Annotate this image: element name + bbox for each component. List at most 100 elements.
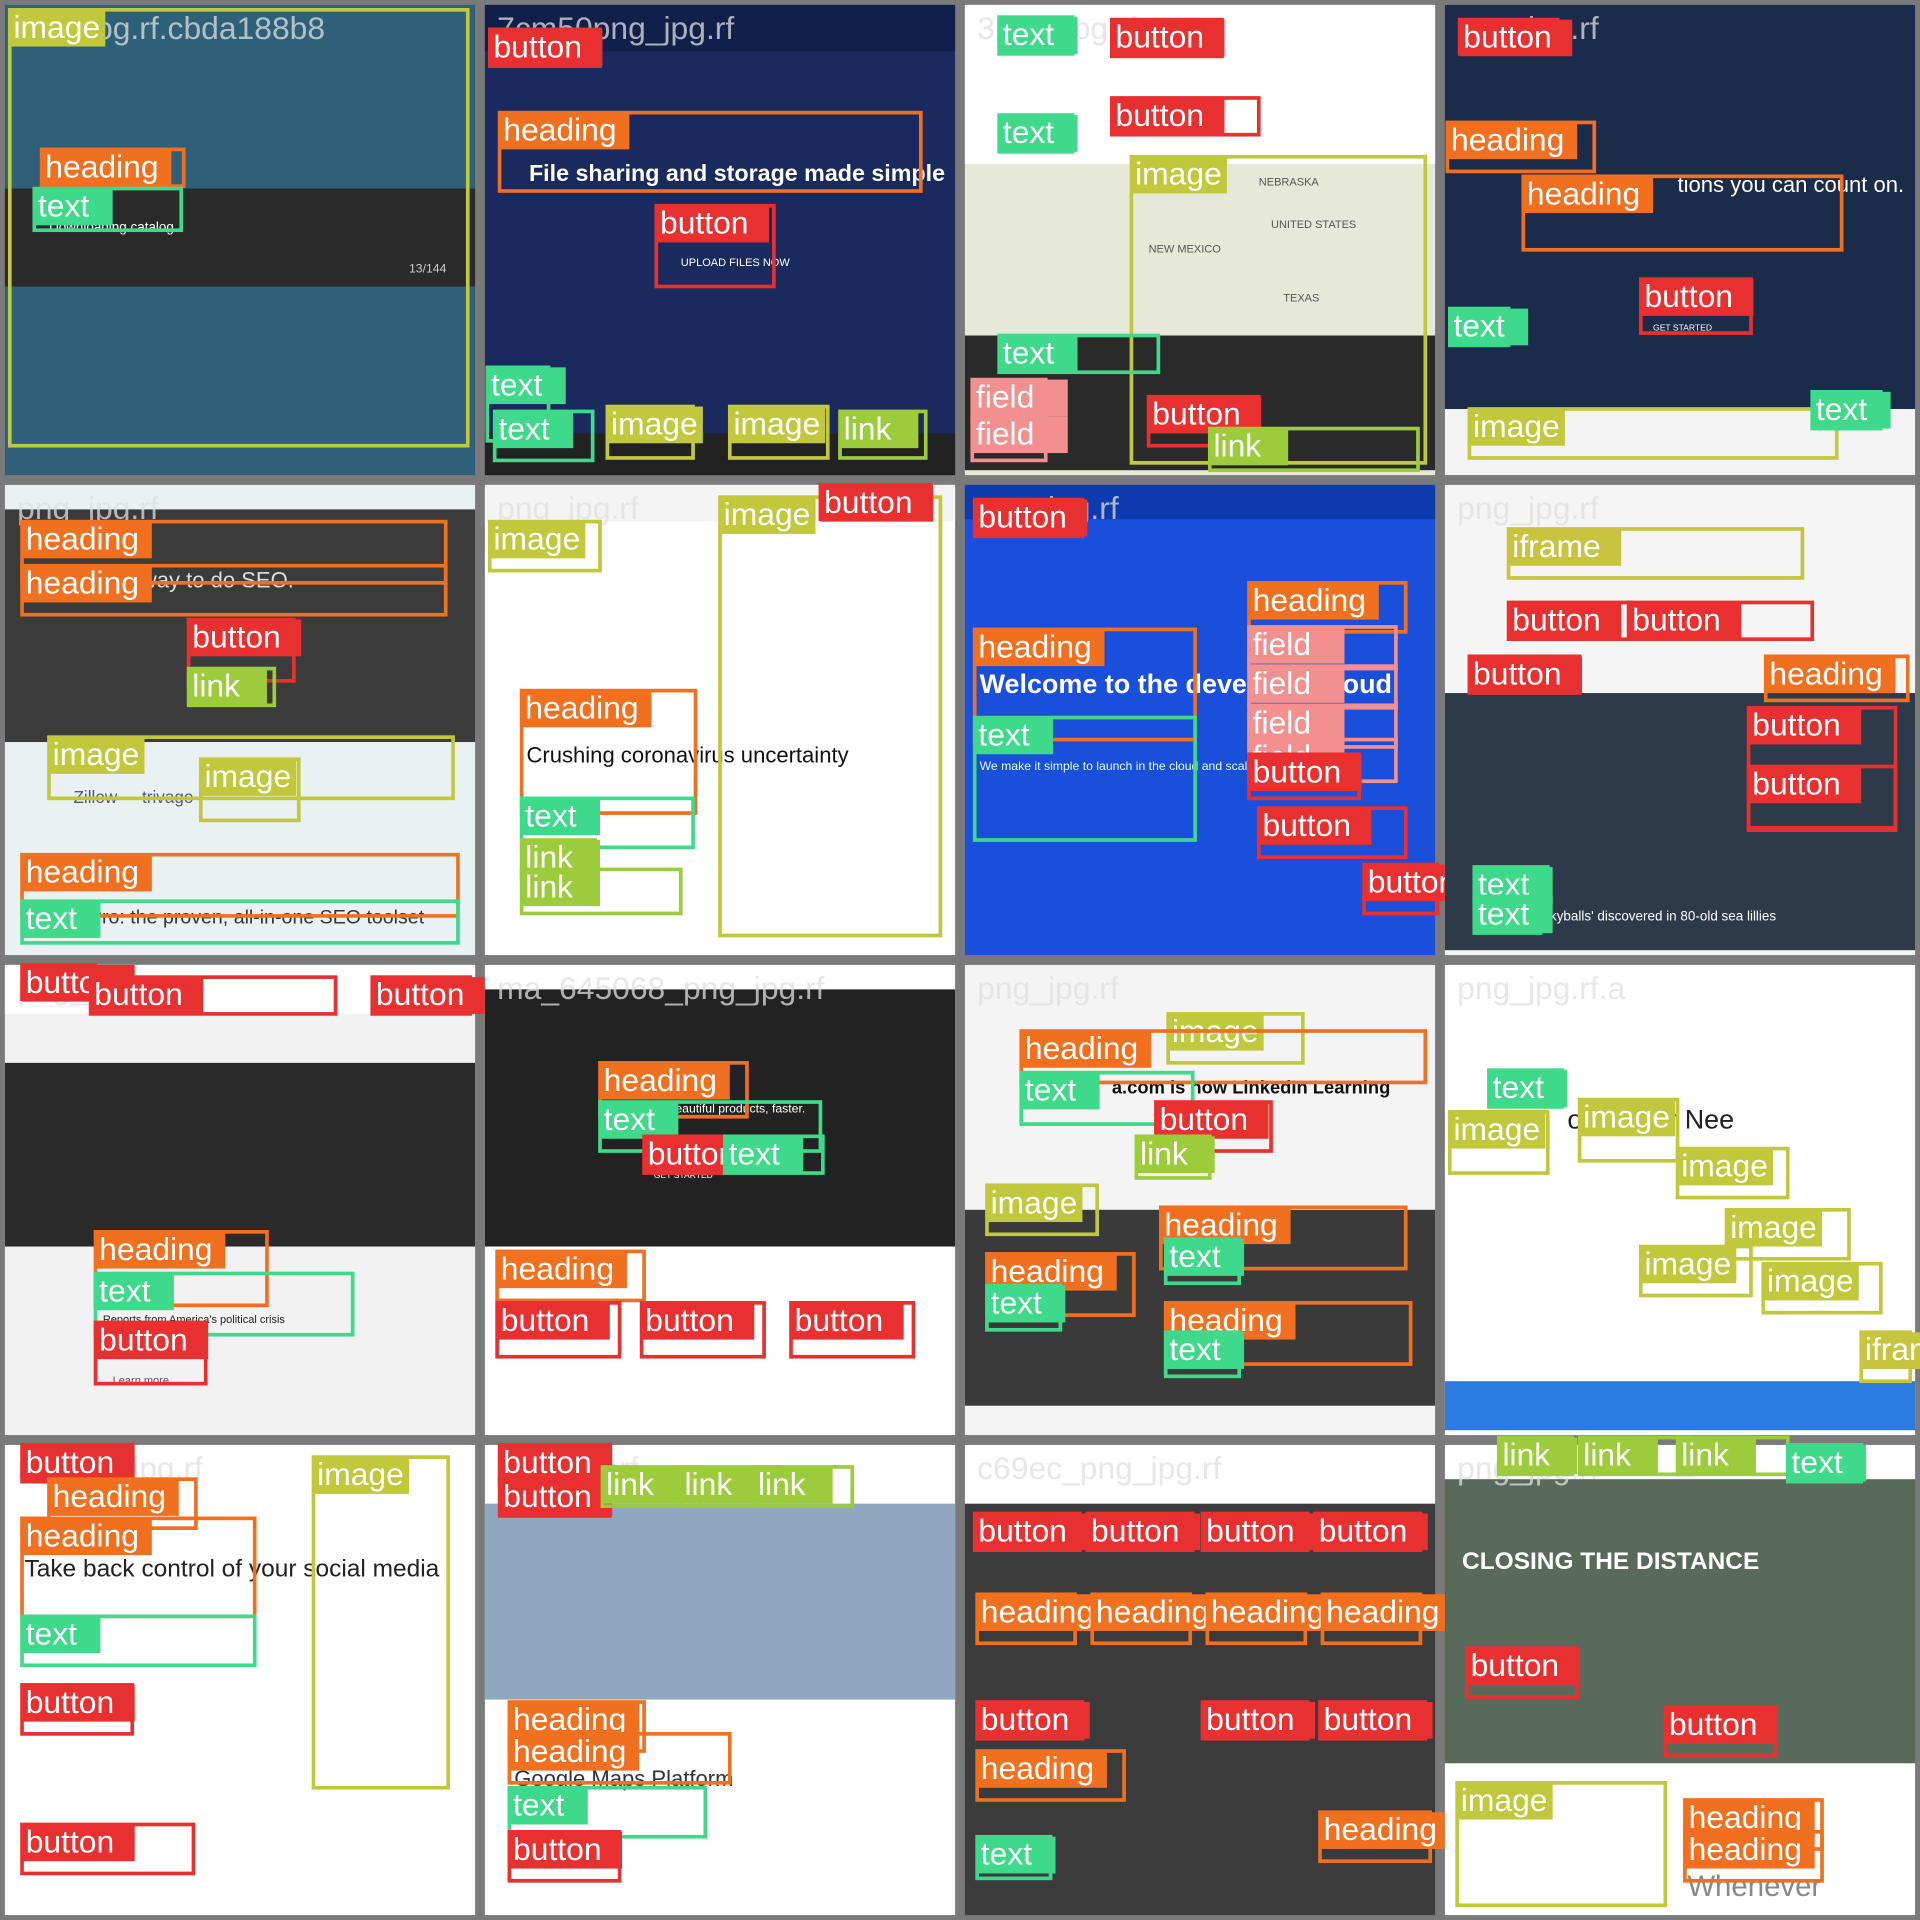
annotation-label-bg — [1155, 1102, 1269, 1139]
annotation-label: heading — [978, 628, 1091, 664]
annotation-label-bg — [1508, 528, 1622, 566]
annotation-label: heading — [981, 1593, 1094, 1629]
annotation-label-bg — [1684, 1831, 1815, 1869]
annotation-label-bg — [22, 1824, 135, 1862]
annotation-label-bg — [729, 406, 826, 444]
annotation-label: image — [317, 1456, 404, 1492]
annotation-label: button — [1152, 396, 1241, 432]
annotation-label: button — [1091, 1512, 1180, 1548]
annotation-label: field — [1253, 665, 1311, 701]
tile: png_jpg.rf.aou'll Ever Neetextimageimage… — [1444, 964, 1920, 1436]
annotation-label: button — [1752, 766, 1841, 802]
annotation-label-bg — [22, 901, 101, 938]
annotation-label-bg — [1449, 1111, 1546, 1149]
annotation-label: image — [1135, 156, 1222, 192]
annotation-label-bg — [1459, 19, 1573, 57]
annotation-label: heading — [1769, 655, 1882, 691]
annotation-label-bg — [1165, 1239, 1245, 1276]
annotation-label: heading — [503, 112, 616, 148]
annotation-label-bg — [1457, 1782, 1553, 1820]
annotation-label: image — [493, 521, 580, 557]
annotation-label: text — [1169, 1238, 1220, 1274]
annotation-label-bg — [1320, 1812, 1450, 1849]
annotation-label: image — [1461, 1782, 1548, 1818]
annotation-label: heading — [53, 1478, 166, 1514]
page-text: UNITED STATES — [1271, 219, 1356, 231]
annotation-label: text — [981, 1836, 1032, 1872]
annotation-label: text — [604, 1101, 655, 1137]
annotation-label: heading — [1025, 1030, 1138, 1066]
annotation-label-bg — [986, 1185, 1083, 1223]
annotation-label-bg — [1320, 1702, 1433, 1739]
annotation-label: image — [724, 496, 811, 532]
annotation-label: heading — [45, 148, 158, 184]
annotation-label: image — [991, 1184, 1078, 1220]
annotation-label-bg — [48, 737, 145, 774]
annotation-label: image — [1730, 1209, 1817, 1245]
annotation-label-bg — [1748, 766, 1862, 804]
annotation-label: text — [491, 366, 542, 402]
annotation-label: button — [795, 1302, 884, 1338]
annotation-label: button — [1632, 601, 1721, 637]
annotation-label-bg — [22, 1444, 135, 1482]
annotation-label-bg — [977, 1702, 1090, 1739]
annotation-label-bg — [48, 1479, 179, 1516]
annotation-label: image — [733, 406, 820, 442]
annotation-label-bg — [188, 619, 302, 657]
annotation-box — [519, 796, 695, 850]
annotation-label-bg — [1087, 1513, 1200, 1551]
annotation-label: link — [1140, 1135, 1188, 1171]
page-text: TEXAS — [1283, 293, 1319, 305]
annotation-label: heading — [1164, 1206, 1277, 1242]
annotation-label: link — [844, 410, 892, 446]
annotation-label-bg — [977, 1836, 1056, 1874]
annotation-label-bg — [1322, 1594, 1453, 1632]
annotation-label: image — [1644, 1246, 1731, 1282]
annotation-label-bg — [1861, 1332, 1920, 1369]
tile: 3png_jpg.rfNEBRASKAUNITED STATESTEXASNEW… — [964, 4, 1436, 476]
annotation-label-bg — [974, 499, 1088, 537]
annotation-label: text — [991, 1285, 1042, 1321]
annotation-label-bg — [1111, 19, 1225, 57]
tile: png_jpg.rfWelcome to the developer cloud… — [964, 484, 1477, 956]
screenshot-background — [1444, 964, 1916, 1436]
annotation-box — [497, 110, 923, 193]
annotation-label-bg — [1763, 1263, 1859, 1301]
annotation-label-bg — [1469, 408, 1565, 446]
screenshot-region — [964, 1444, 1436, 1504]
annotation-label: button — [981, 1701, 1070, 1737]
annotation-label: text — [1478, 895, 1529, 931]
annotation-label: button — [824, 484, 913, 520]
annotation-label-bg — [977, 1751, 1107, 1788]
annotation-label-bg — [90, 977, 204, 1014]
page-text: 13/144 — [409, 262, 447, 276]
annotation-label: image — [13, 9, 100, 45]
annotation-label-bg — [1248, 705, 1345, 743]
annotation-label-bg — [487, 367, 566, 405]
annotation-label-bg — [22, 565, 152, 603]
annotation-label: text — [1003, 335, 1054, 371]
annotation-label: image — [1681, 1148, 1768, 1184]
annotation-label-bg — [1449, 308, 1529, 346]
annotation-label-bg — [1131, 156, 1227, 194]
filename: png_jpg.rf.a — [1457, 970, 1625, 1006]
annotation-label: button — [501, 1302, 590, 1338]
annotation-label-bg — [1469, 656, 1583, 694]
annotation-label-bg — [489, 521, 586, 559]
annotation-label: heading — [26, 565, 139, 601]
annotation-label: heading — [1211, 1593, 1324, 1629]
annotation-label-bg — [1488, 1070, 1568, 1107]
annotation-label: text — [1816, 391, 1867, 427]
tile: ma_645068_png_jpg.rf beautiful products, … — [484, 964, 956, 1436]
annotation-label-bg — [509, 1787, 588, 1825]
annotation-label: heading — [26, 1517, 139, 1553]
filename: png_jpg.rf — [977, 970, 1119, 1006]
annotation-label-bg — [1248, 582, 1379, 620]
annotation-label-bg — [521, 798, 600, 836]
annotation-label: heading — [513, 1733, 626, 1769]
annotation-label: link — [1583, 1437, 1631, 1473]
annotation-label: field — [976, 415, 1034, 451]
page-text: 'buckyballs' discovered in 80-old sea li… — [1526, 909, 1777, 924]
